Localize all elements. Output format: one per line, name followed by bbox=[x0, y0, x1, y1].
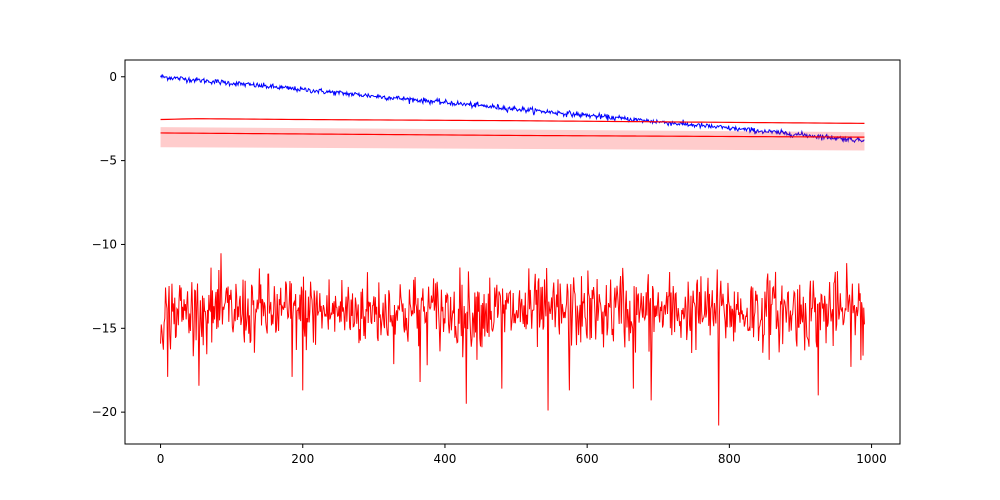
y-tick-label: −5 bbox=[99, 154, 117, 168]
series-line-0 bbox=[160, 73, 865, 144]
x-tick-label: 400 bbox=[434, 452, 457, 466]
x-axis: 0 200 400 600 800 1000 bbox=[157, 444, 887, 466]
plot-marks bbox=[160, 73, 865, 426]
x-tick-label: 1000 bbox=[856, 452, 887, 466]
x-tick-label: 200 bbox=[291, 452, 314, 466]
x-tick-label: 800 bbox=[718, 452, 741, 466]
series-line-1 bbox=[160, 118, 865, 124]
confidence-band-2 bbox=[160, 127, 865, 151]
axes-frame bbox=[124, 59, 901, 445]
y-tick-label: −10 bbox=[92, 237, 117, 251]
x-tick-label: 0 bbox=[157, 452, 165, 466]
y-axis: 0 −5 −10 −15 −20 bbox=[92, 70, 125, 419]
y-tick-label: −20 bbox=[92, 405, 117, 419]
y-tick-label: 0 bbox=[109, 70, 117, 84]
series-line-3 bbox=[160, 132, 865, 138]
series-line-4 bbox=[160, 253, 865, 426]
y-tick-label: −15 bbox=[92, 321, 117, 335]
x-tick-label: 600 bbox=[576, 452, 599, 466]
